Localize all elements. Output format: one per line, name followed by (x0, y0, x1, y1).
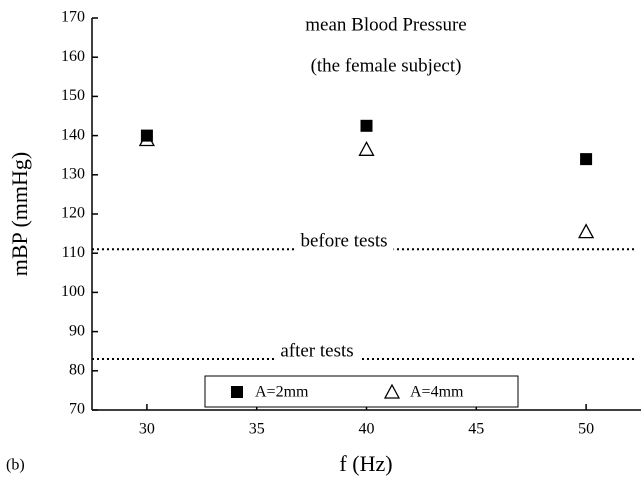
x-tick-label: 35 (249, 421, 265, 438)
point (360, 119, 373, 132)
x-tick-label: 30 (139, 421, 155, 438)
reference-label: before tests (300, 231, 387, 252)
panel-label: (b) (6, 457, 25, 474)
legend-label: A=2mm (255, 384, 309, 401)
annotation: (the female subject) (311, 55, 462, 76)
x-axis-label: f (Hz) (339, 451, 392, 476)
y-tick-label: 70 (69, 401, 85, 418)
y-tick-label: 120 (61, 205, 85, 222)
y-tick-label: 100 (61, 283, 85, 300)
point (138, 131, 155, 147)
y-tick-label: 90 (69, 322, 85, 339)
label-bg (274, 340, 360, 362)
y-tick-label: 130 (61, 165, 85, 182)
y-tick-label: 110 (62, 244, 85, 261)
annotation: mean Blood Pressure (305, 14, 466, 35)
label-bg (294, 230, 394, 252)
y-tick-label: 160 (61, 48, 85, 65)
y-tick-label: 80 (69, 361, 85, 378)
y-tick-label: 150 (61, 87, 85, 104)
x-tick-label: 40 (359, 421, 375, 438)
point (231, 386, 243, 398)
x-tick-label: 50 (578, 421, 594, 438)
x-tick-label: 45 (468, 421, 484, 438)
reference-label: after tests (280, 340, 353, 361)
legend (204, 375, 519, 408)
y-axis-label: mBP (mmHg) (7, 152, 32, 276)
y-tick-label: 170 (61, 9, 85, 26)
point (358, 140, 375, 156)
y-tick-label: 140 (61, 126, 85, 143)
legend-label: A=4mm (410, 384, 464, 401)
point (578, 223, 595, 239)
point (580, 153, 593, 166)
point (383, 383, 401, 399)
